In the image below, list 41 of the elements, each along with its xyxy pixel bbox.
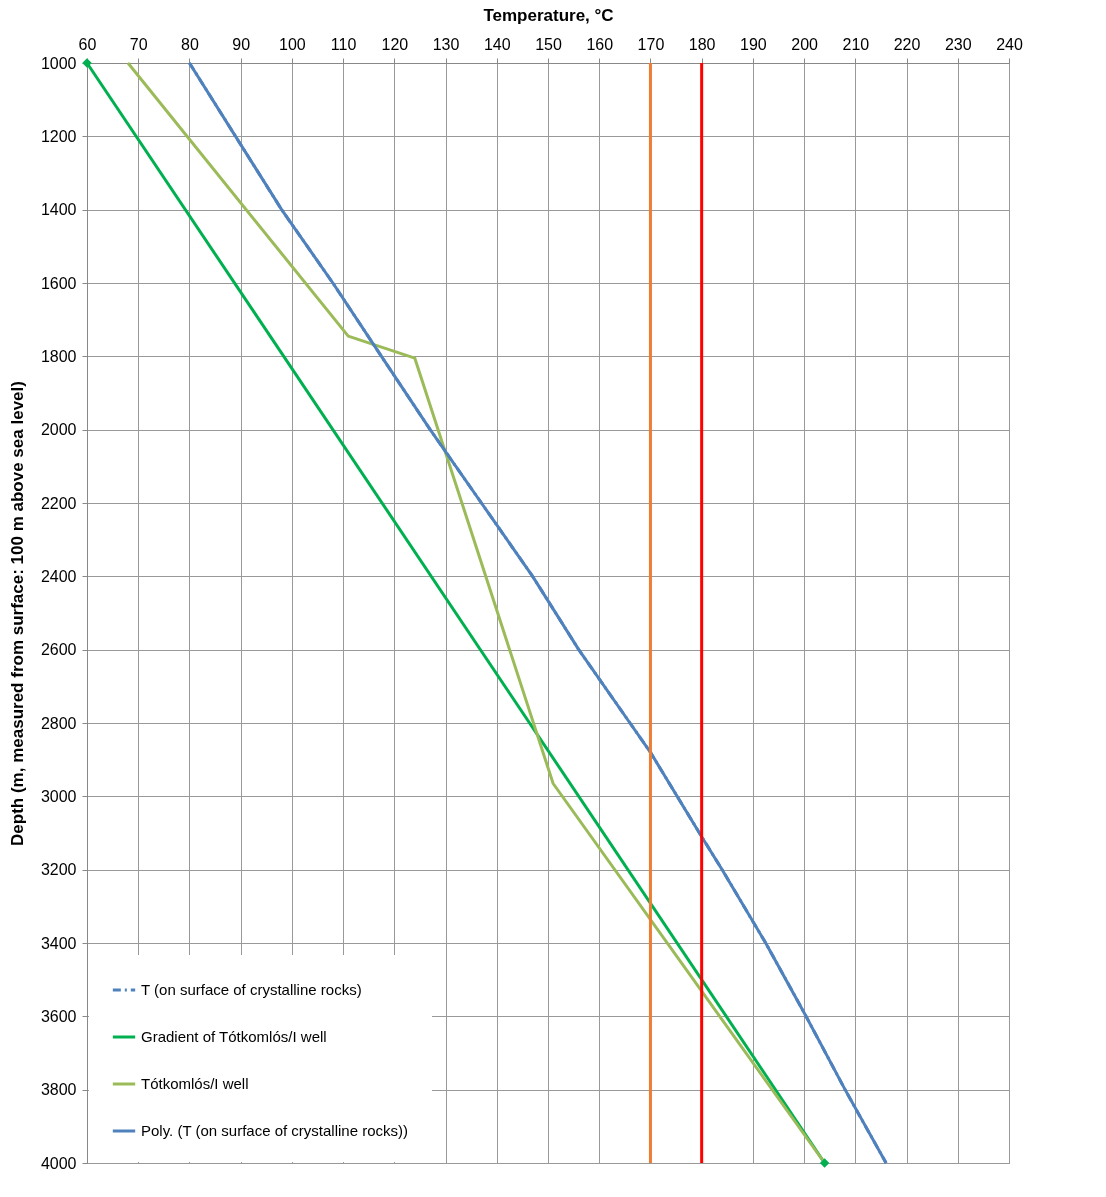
x-tick-label: 180 — [688, 35, 716, 53]
y-tick-label: 2400 — [40, 567, 77, 585]
y-tick-label: 3000 — [40, 787, 77, 805]
y-tick-label: 2000 — [40, 421, 77, 439]
x-tick-label: 150 — [535, 35, 562, 53]
x-tick-label: 230 — [944, 35, 972, 53]
y-tick-label: 3600 — [40, 1007, 77, 1025]
x-tick-label: 80 — [181, 35, 199, 53]
x-tick-label: 130 — [432, 35, 460, 53]
x-tick-label: 220 — [893, 35, 921, 53]
x-tick-label: 160 — [586, 35, 614, 53]
x-tick-label: 170 — [637, 35, 665, 53]
x-tick-label: 210 — [842, 35, 870, 53]
x-tick-label: 200 — [791, 35, 819, 53]
y-tick-label: 1600 — [40, 274, 77, 292]
y-axis-title: Depth (m, measured from surface: 100 m above sea level) — [7, 381, 27, 846]
y-tick-label: 2200 — [40, 494, 77, 512]
legend-label: Gradient of Tótkomlós/I well — [141, 1028, 327, 1045]
y-tick-label: 3200 — [40, 861, 77, 879]
x-tick-label: 190 — [740, 35, 767, 53]
x-tick-label: 60 — [78, 35, 97, 53]
y-tick-label: 3400 — [40, 934, 77, 952]
y-tick-label: 1000 — [40, 54, 77, 72]
y-tick-label: 4000 — [40, 1154, 77, 1172]
y-tick-label: 3800 — [40, 1081, 77, 1099]
y-tick-label: 2800 — [40, 714, 77, 732]
x-tick-label: 140 — [483, 35, 511, 53]
legend-label: Poly. (T (on surface of crystalline rocks)) — [141, 1122, 409, 1139]
x-tick-label: 100 — [279, 35, 306, 53]
legend-label: T (on surface of crystalline rocks) — [141, 981, 362, 998]
x-tick-label: 90 — [232, 35, 251, 53]
x-tick-label: 120 — [381, 35, 409, 53]
x-tick-label: 110 — [330, 35, 357, 53]
y-tick-label: 1800 — [40, 347, 77, 365]
x-axis-title: Temperature, °C — [483, 5, 614, 25]
x-tick-label: 240 — [996, 35, 1023, 53]
y-tick-label: 1400 — [40, 201, 77, 219]
x-tick-label: 70 — [129, 35, 148, 53]
y-tick-label: 1200 — [40, 127, 77, 145]
legend-label: Tótkomlós/I well — [141, 1075, 249, 1092]
y-tick-label: 2600 — [40, 641, 77, 659]
